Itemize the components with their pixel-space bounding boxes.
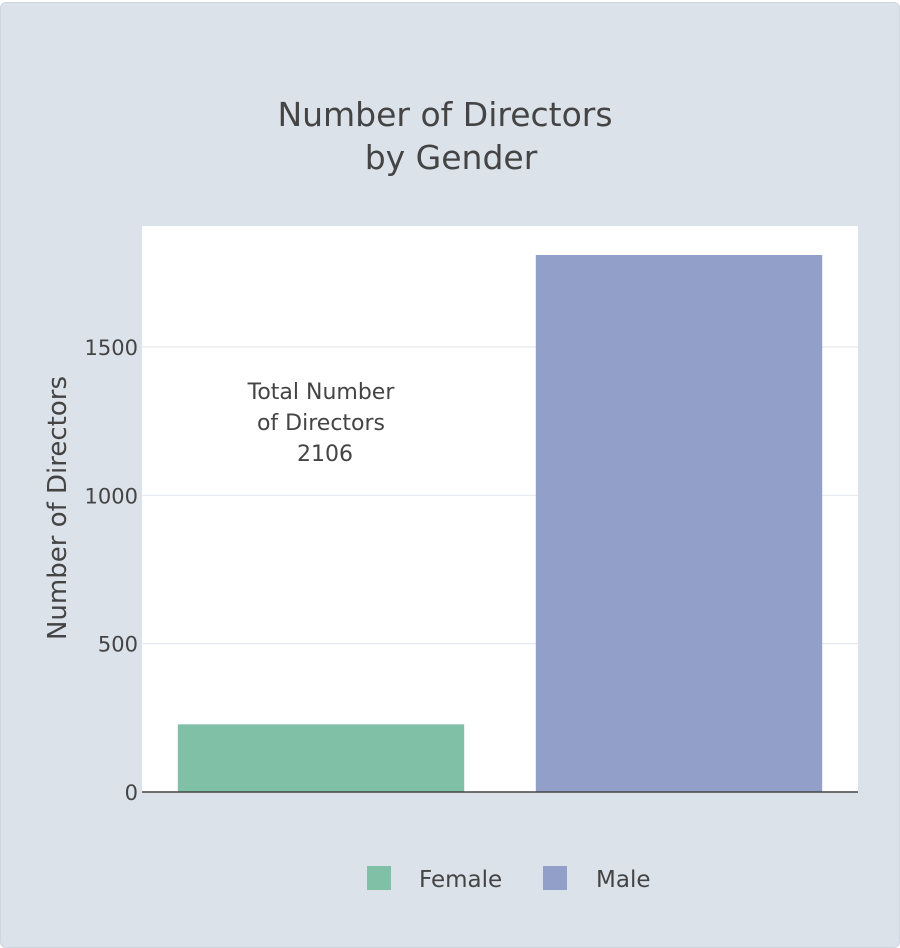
- total-annotation-line-1: Total Number: [247, 380, 396, 405]
- total-annotation-value: 2106: [297, 442, 353, 467]
- bars: [177, 255, 823, 792]
- chart-title-line-1: Number of Directors: [277, 95, 612, 134]
- y-tick-labels: 0 500 1000 1500: [85, 336, 138, 805]
- legend-label-male: Male: [596, 867, 650, 893]
- legend-swatch-female: [367, 866, 391, 890]
- y-tick-label-1000: 1000: [85, 484, 138, 508]
- chart-title-line-2: by Gender: [365, 138, 538, 177]
- bar-female: [177, 724, 465, 792]
- y-tick-label-500: 500: [98, 633, 138, 657]
- total-annotation-line-2: of Directors: [257, 411, 385, 436]
- y-tick-label-0: 0: [125, 781, 138, 805]
- legend-swatch-male: [543, 866, 567, 890]
- legend-label-female: Female: [419, 867, 502, 893]
- legend: Female Male: [367, 866, 650, 893]
- y-tick-label-1500: 1500: [85, 336, 138, 360]
- y-axis-title: Number of Directors: [43, 376, 73, 640]
- bar-male: [535, 255, 823, 792]
